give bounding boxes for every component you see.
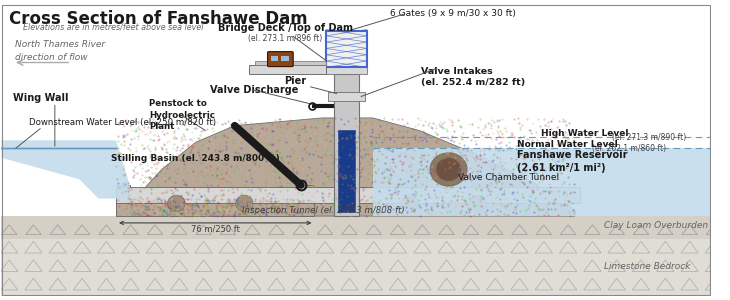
Text: Elevations are in metres/feet above sea level: Elevations are in metres/feet above sea … xyxy=(23,23,203,32)
Text: Penstock to
Hydroelectric
Plant: Penstock to Hydroelectric Plant xyxy=(149,99,215,130)
Text: Normal Water Level: Normal Water Level xyxy=(517,140,618,149)
Text: Clay Loam Overburden: Clay Loam Overburden xyxy=(604,221,708,230)
Ellipse shape xyxy=(430,153,467,186)
Text: 6 Gates (9 x 9 m/30 x 30 ft): 6 Gates (9 x 9 m/30 x 30 ft) xyxy=(391,9,516,18)
Text: Stilling Basin (el. 243.8 m/800 ft): Stilling Basin (el. 243.8 m/800 ft) xyxy=(112,154,280,163)
Text: 76 m/250 ft: 76 m/250 ft xyxy=(191,225,239,234)
Text: (el. 273.1 m/896 ft): (el. 273.1 m/896 ft) xyxy=(248,34,323,43)
Text: Valve Chamber Tunnel: Valve Chamber Tunnel xyxy=(458,173,559,182)
Ellipse shape xyxy=(436,158,461,181)
Text: Fanshawe Reservoir
(2.61 km²/1 mi²): Fanshawe Reservoir (2.61 km²/1 mi²) xyxy=(517,150,627,173)
Bar xyxy=(1,239,711,296)
Text: North Thames River: North Thames River xyxy=(15,40,105,49)
Text: Cross Section of Fanshawe Dam: Cross Section of Fanshawe Dam xyxy=(9,10,308,28)
Bar xyxy=(255,61,326,65)
Ellipse shape xyxy=(236,195,253,212)
Text: Inspection Tunnel (el. 246.3 m/808 ft): Inspection Tunnel (el. 246.3 m/808 ft) xyxy=(242,206,405,215)
Bar xyxy=(249,65,326,74)
Bar xyxy=(338,130,356,212)
Text: Valve Discharge: Valve Discharge xyxy=(210,85,299,95)
Text: High Water Level: High Water Level xyxy=(541,129,629,138)
Bar xyxy=(271,56,278,61)
Text: (el. 262.1 m/860 ft): (el. 262.1 m/860 ft) xyxy=(593,144,666,153)
Text: Valve Intakes
(el. 252.4 m/282 ft): Valve Intakes (el. 252.4 m/282 ft) xyxy=(421,68,526,87)
Bar xyxy=(116,187,580,203)
Bar xyxy=(326,32,367,68)
Bar xyxy=(326,32,367,68)
Text: Pier: Pier xyxy=(285,76,307,86)
Text: Wing Wall: Wing Wall xyxy=(12,93,68,103)
Text: (el. 271.3 m/890 ft): (el. 271.3 m/890 ft) xyxy=(612,133,686,142)
Polygon shape xyxy=(1,140,130,199)
Ellipse shape xyxy=(401,195,418,212)
Polygon shape xyxy=(116,185,315,216)
Bar xyxy=(281,56,289,61)
Bar xyxy=(326,68,367,74)
Bar xyxy=(1,216,711,239)
Bar xyxy=(334,74,359,216)
Text: Limestone Bedrock: Limestone Bedrock xyxy=(604,262,691,271)
Polygon shape xyxy=(373,148,711,216)
FancyBboxPatch shape xyxy=(268,52,293,67)
Polygon shape xyxy=(116,118,575,216)
Text: direction of flow: direction of flow xyxy=(15,53,88,62)
Bar xyxy=(328,92,365,101)
Ellipse shape xyxy=(469,195,486,212)
Ellipse shape xyxy=(168,195,185,212)
Text: Downstream Water Level (el. 250 m/820 ft): Downstream Water Level (el. 250 m/820 ft… xyxy=(28,118,215,127)
Text: Bridge Deck /Top of Dam: Bridge Deck /Top of Dam xyxy=(218,23,353,33)
